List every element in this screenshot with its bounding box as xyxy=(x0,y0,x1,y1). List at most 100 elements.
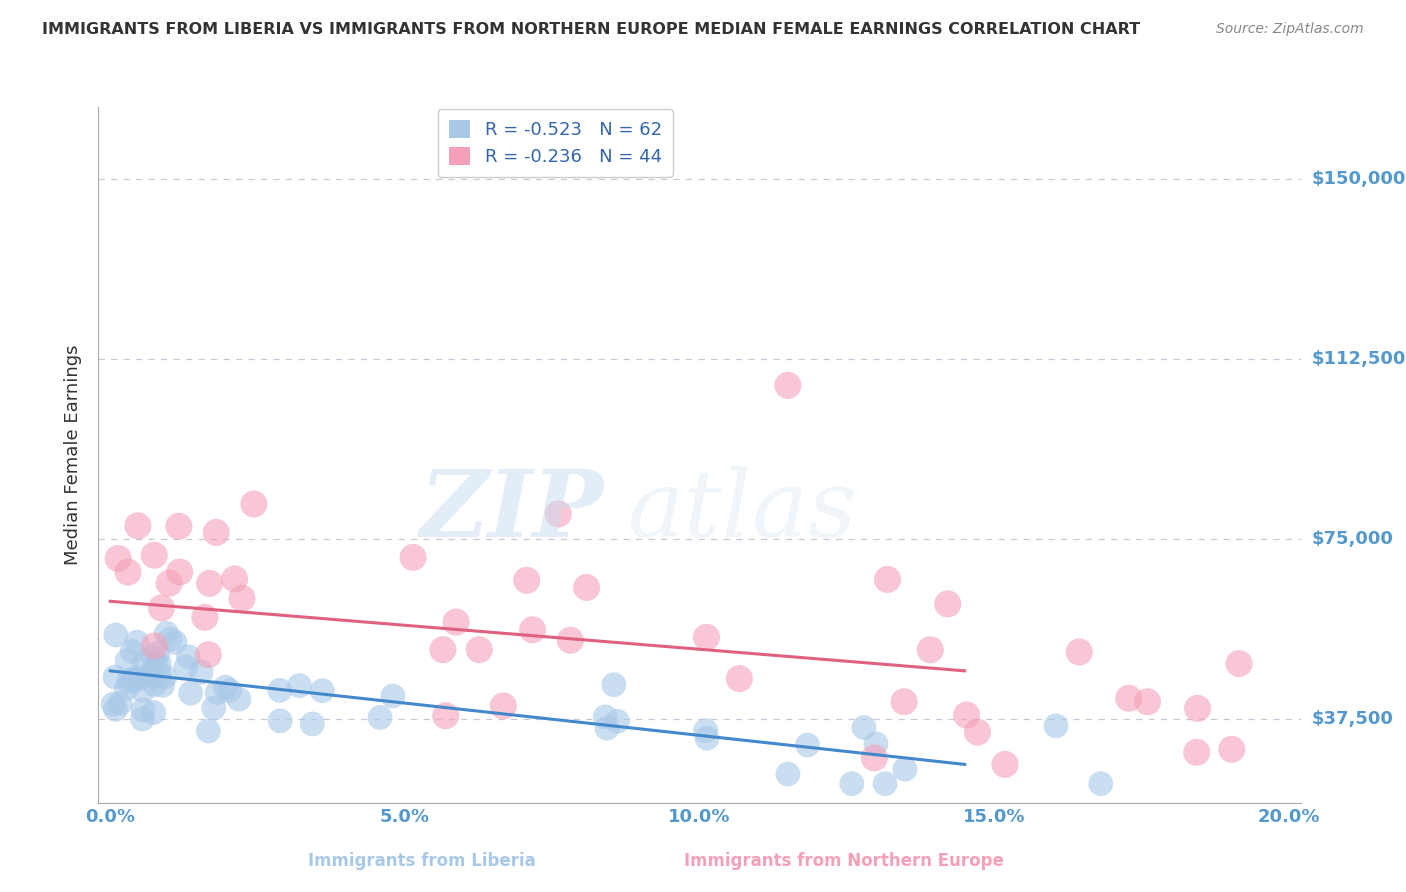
Text: ZIP: ZIP xyxy=(419,466,603,556)
Point xyxy=(104,702,127,716)
Point xyxy=(148,657,170,671)
Point xyxy=(129,671,152,685)
Point xyxy=(155,626,177,640)
Point xyxy=(269,683,291,698)
Point xyxy=(852,721,875,735)
Text: atlas: atlas xyxy=(627,466,856,556)
Point xyxy=(125,635,148,649)
Point xyxy=(115,681,138,696)
Point xyxy=(994,757,1017,772)
Point xyxy=(522,623,544,637)
Point xyxy=(1045,719,1067,733)
Point xyxy=(115,654,138,668)
Point xyxy=(202,701,225,715)
Point xyxy=(894,762,917,776)
Point xyxy=(696,731,718,746)
Point xyxy=(875,776,897,790)
Point xyxy=(180,686,202,700)
Point xyxy=(159,632,181,647)
Point xyxy=(468,642,491,657)
Point xyxy=(143,678,166,692)
Text: Immigrants from Northern Europe: Immigrants from Northern Europe xyxy=(683,852,1004,870)
Text: Source: ZipAtlas.com: Source: ZipAtlas.com xyxy=(1216,22,1364,37)
Point xyxy=(218,683,240,698)
Point xyxy=(167,519,190,533)
Text: $112,500: $112,500 xyxy=(1312,350,1406,368)
Point xyxy=(143,639,166,653)
Point xyxy=(127,518,149,533)
Point xyxy=(966,725,988,739)
Point xyxy=(1090,776,1112,790)
Point xyxy=(311,683,333,698)
Point xyxy=(955,708,977,723)
Point xyxy=(695,630,717,644)
Point xyxy=(1227,657,1250,671)
Point xyxy=(432,642,454,657)
Point xyxy=(165,635,187,649)
Point xyxy=(132,683,155,698)
Point xyxy=(893,695,915,709)
Point xyxy=(143,548,166,562)
Point xyxy=(1220,742,1243,756)
Point xyxy=(1185,745,1208,759)
Point xyxy=(368,710,391,724)
Point xyxy=(1136,695,1159,709)
Point xyxy=(575,581,598,595)
Point xyxy=(152,678,174,692)
Point xyxy=(150,601,173,615)
Point xyxy=(142,650,165,665)
Point xyxy=(381,689,404,703)
Point xyxy=(228,692,250,706)
Point xyxy=(145,657,167,672)
Point xyxy=(190,665,212,679)
Point xyxy=(596,721,619,735)
Legend: R = -0.523   N = 62, R = -0.236   N = 44: R = -0.523 N = 62, R = -0.236 N = 44 xyxy=(437,109,672,177)
Point xyxy=(444,615,467,629)
Text: $37,500: $37,500 xyxy=(1312,710,1393,728)
Point xyxy=(695,723,717,738)
Point xyxy=(118,674,141,689)
Point xyxy=(104,670,127,684)
Point xyxy=(122,673,145,688)
Point xyxy=(131,712,153,726)
Point xyxy=(122,672,145,686)
Point xyxy=(593,710,616,724)
Point xyxy=(157,576,180,591)
Point xyxy=(153,670,176,684)
Point xyxy=(728,672,751,686)
Point xyxy=(776,767,799,781)
Point xyxy=(198,576,221,591)
Text: $150,000: $150,000 xyxy=(1312,170,1406,188)
Point xyxy=(301,717,323,731)
Y-axis label: Median Female Earnings: Median Female Earnings xyxy=(65,344,83,566)
Point xyxy=(224,572,246,586)
Point xyxy=(148,669,170,683)
Text: Immigrants from Liberia: Immigrants from Liberia xyxy=(308,852,536,870)
Point xyxy=(603,678,626,692)
Point xyxy=(142,665,165,680)
Point xyxy=(560,633,582,648)
Point xyxy=(197,724,219,739)
Point xyxy=(177,649,200,664)
Point xyxy=(110,696,132,710)
Point xyxy=(547,507,569,521)
Point xyxy=(132,703,155,717)
Point xyxy=(205,525,228,540)
Text: $75,000: $75,000 xyxy=(1312,530,1393,548)
Point xyxy=(104,628,127,642)
Point xyxy=(1187,701,1209,715)
Point xyxy=(606,714,628,729)
Point xyxy=(402,550,425,565)
Point xyxy=(434,708,457,723)
Point xyxy=(1118,691,1140,706)
Text: IMMIGRANTS FROM LIBERIA VS IMMIGRANTS FROM NORTHERN EUROPE MEDIAN FEMALE EARNING: IMMIGRANTS FROM LIBERIA VS IMMIGRANTS FR… xyxy=(42,22,1140,37)
Point xyxy=(207,685,229,699)
Point xyxy=(214,680,236,694)
Point xyxy=(796,738,818,752)
Point xyxy=(863,751,886,765)
Point xyxy=(134,657,156,671)
Point xyxy=(492,698,515,713)
Point xyxy=(288,679,311,693)
Point xyxy=(841,776,863,790)
Point xyxy=(121,644,143,658)
